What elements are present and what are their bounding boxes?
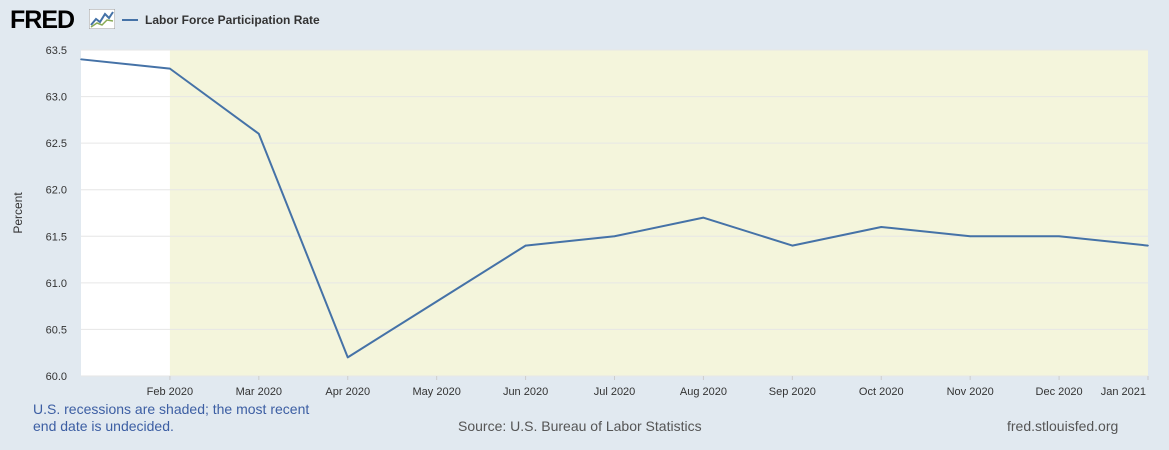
x-tick-label: Jun 2020 [503, 386, 548, 398]
data-point-2020-04[interactable] [346, 356, 349, 359]
x-tick-label: Jan 2021 [1101, 386, 1146, 398]
legend-label: Labor Force Participation Rate [145, 13, 320, 27]
x-tick-label: May 2020 [413, 386, 461, 398]
y-tick-label: 62.5 [46, 138, 67, 150]
data-point-2020-09[interactable] [791, 244, 794, 247]
data-point-2020-02[interactable] [169, 67, 171, 70]
data-point-2020-08[interactable] [702, 216, 705, 219]
data-point-2020-06[interactable] [524, 244, 527, 247]
y-tick-label: 60.0 [46, 371, 67, 383]
x-tick-label: Feb 2020 [147, 386, 193, 398]
y-tick-label: 63.5 [46, 45, 67, 57]
y-axis-ticks: 60.0 60.5 61.0 61.5 62.0 62.5 63.0 63.5 [46, 45, 67, 383]
y-tick-label: 62.0 [46, 185, 67, 197]
x-tick-label: Nov 2020 [947, 386, 994, 398]
data-point-2020-05[interactable] [435, 300, 438, 303]
data-point-2020-03[interactable] [258, 133, 260, 135]
y-tick-label: 60.5 [46, 324, 67, 336]
x-tick-label: Aug 2020 [680, 386, 727, 398]
line-chart: 60.0 60.5 61.0 61.5 62.0 62.5 63.0 63.5 Feb 202… [11, 45, 1149, 398]
data-point-2020-10[interactable] [880, 226, 883, 228]
data-point-2021-01[interactable] [1147, 244, 1149, 247]
recession-note: U.S. recessions are shaded; the most rec… [33, 401, 310, 434]
chart-legend: Labor Force Participation Rate [122, 12, 320, 28]
series-points [80, 58, 1149, 359]
fred-url[interactable]: fred.stlouisfed.org [1007, 418, 1119, 434]
recession-shading [169, 50, 1148, 376]
y-tick-label: 61.0 [46, 278, 67, 290]
x-tick-label: Apr 2020 [325, 386, 370, 398]
data-point-2020-12[interactable] [1058, 235, 1060, 238]
data-point-2020-07[interactable] [613, 235, 616, 238]
x-tick-label: Oct 2020 [859, 386, 904, 398]
x-tick-label: Jul 2020 [594, 386, 636, 398]
x-tick-label: Mar 2020 [236, 386, 282, 398]
x-tick-label: Sep 2020 [769, 386, 816, 398]
data-point-2020-01[interactable] [80, 58, 82, 61]
y-axis-title: Percent [11, 192, 25, 234]
y-tick-label: 61.5 [46, 231, 67, 243]
legend-swatch [122, 19, 138, 21]
y-tick-label: 63.0 [46, 92, 67, 104]
x-tick-label: Dec 2020 [1036, 386, 1083, 398]
x-axis-ticks: Feb 2020 Mar 2020 Apr 2020 May 2020 Jun 2020… [147, 376, 1149, 398]
line-chart-icon [89, 9, 115, 29]
fred-logo[interactable]: FRED [10, 6, 75, 34]
data-point-2020-11[interactable] [969, 235, 971, 238]
source-note: Source: U.S. Bureau of Labor Statistics [458, 418, 702, 434]
chart-header: FRED Labor Force Participation Rate [10, 6, 710, 34]
